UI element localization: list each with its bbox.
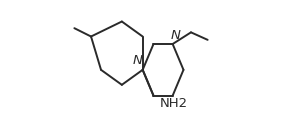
Text: N: N bbox=[170, 29, 180, 42]
Text: NH2: NH2 bbox=[160, 97, 188, 110]
Text: N: N bbox=[133, 54, 143, 67]
